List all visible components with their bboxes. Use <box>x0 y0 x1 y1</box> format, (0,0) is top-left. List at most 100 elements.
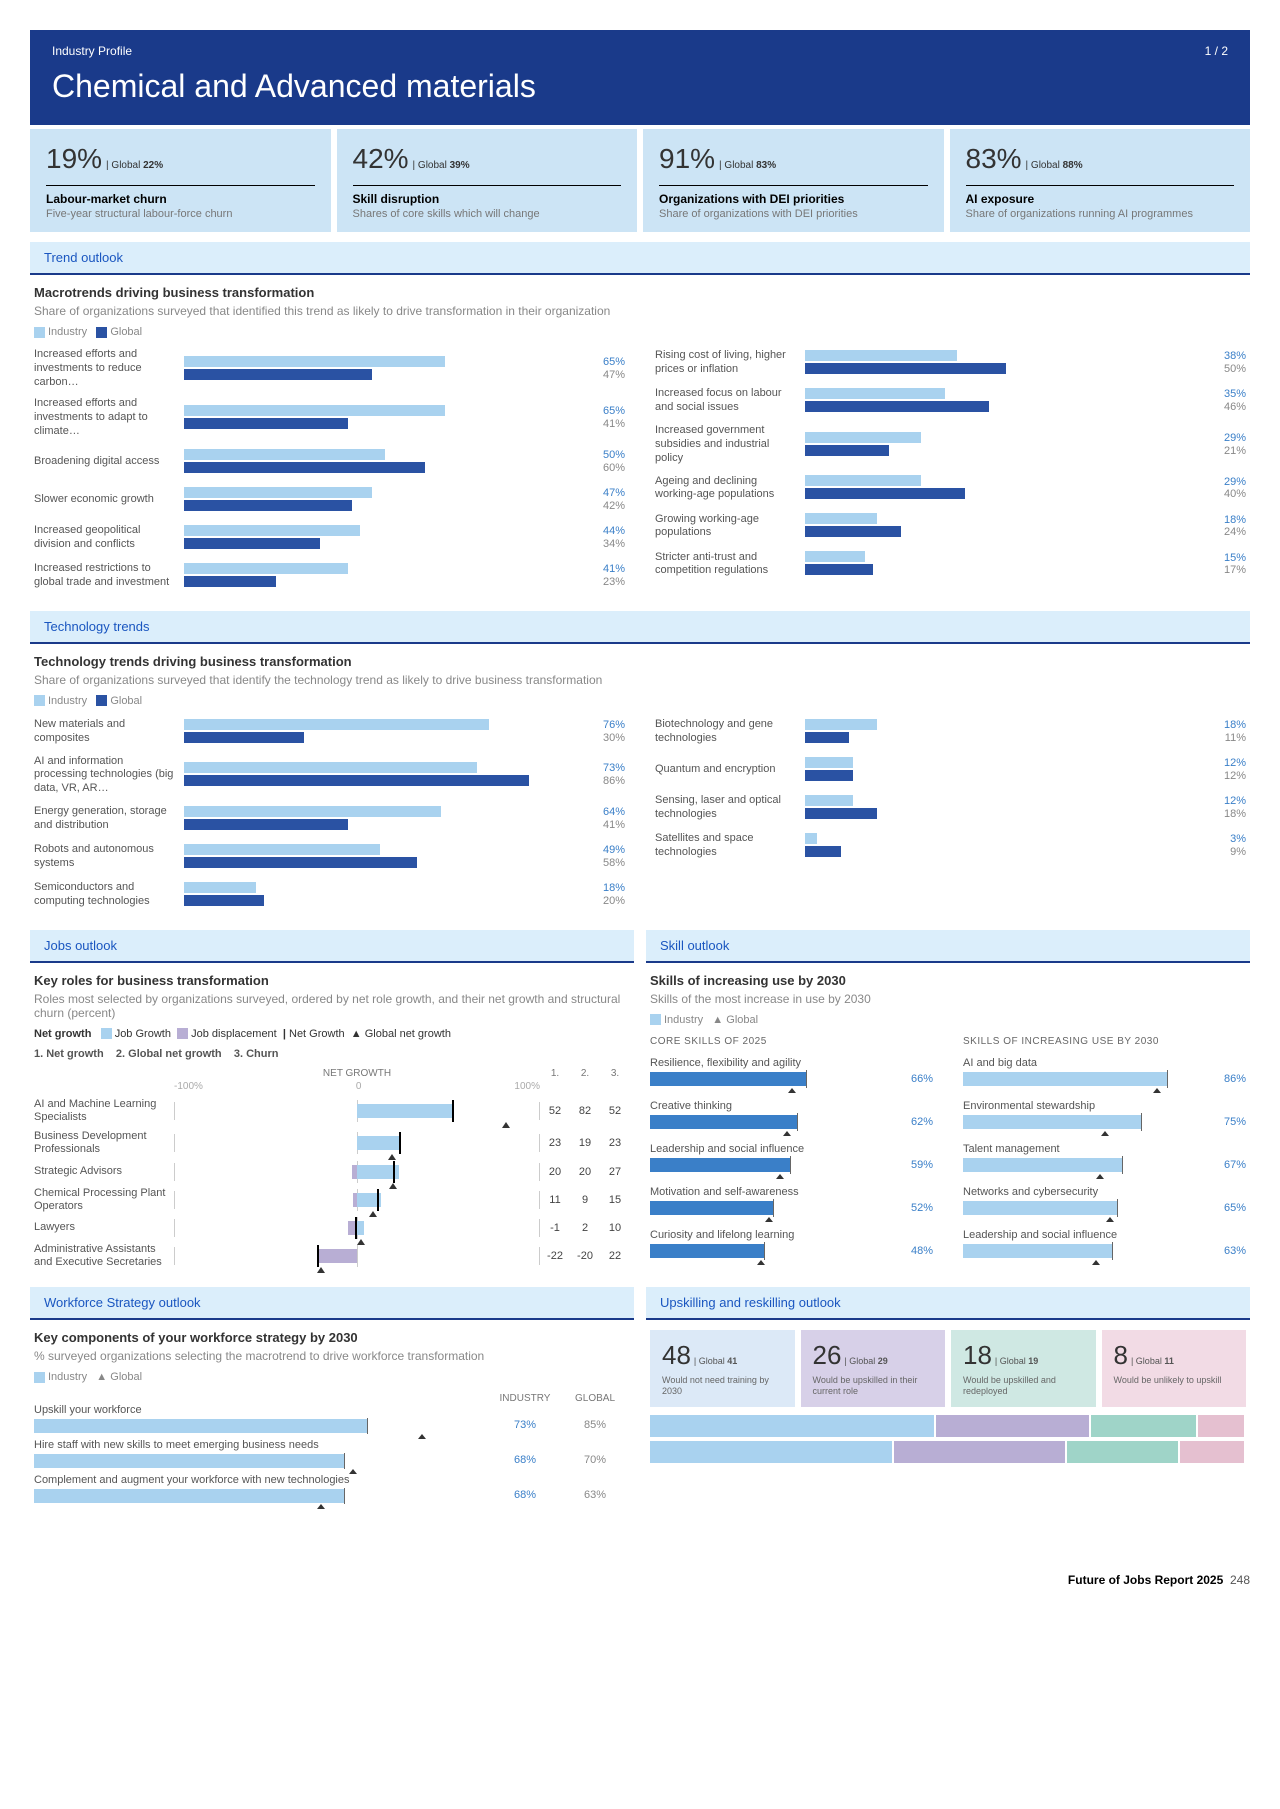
skill-label: Leadership and social influence <box>963 1229 1246 1241</box>
bar-row: Biotechnology and gene technologies18%11… <box>655 717 1246 747</box>
upskill-segment <box>1198 1415 1246 1437</box>
bar-industry <box>805 795 853 806</box>
section-workforce-head: Workforce Strategy outlook <box>30 1287 634 1320</box>
kpi-sub: Share of organizations running AI progra… <box>966 208 1235 220</box>
bar-ind-val: 29% <box>1206 476 1246 489</box>
trend-sub: Share of organizations surveyed that ide… <box>34 304 1246 318</box>
job-churn: 52 <box>600 1105 630 1117</box>
upskill-kpi: 26| Global 29Would be upskilled in their… <box>801 1330 946 1407</box>
bar-ind-val: 49% <box>585 844 625 857</box>
bar-label: Broadening digital access <box>34 455 184 469</box>
bar-global <box>184 500 352 511</box>
skill-global-marker <box>776 1174 784 1179</box>
kpi-card: 91%| Global 83%Organizations with DEI pr… <box>643 129 944 232</box>
bar-industry <box>805 432 921 443</box>
job-label: Business Development Professionals <box>34 1130 174 1156</box>
kpi-card: 19%| Global 22%Labour-market churnFive-y… <box>30 129 331 232</box>
upskill-segment <box>650 1441 894 1463</box>
skill-bar <box>650 1158 790 1172</box>
skill-row: AI and big data86% <box>963 1057 1246 1086</box>
skills-legend: Industry ▲ Global <box>650 1014 1246 1026</box>
bar-global <box>805 445 889 456</box>
bar-row: Sensing, laser and optical technologies1… <box>655 793 1246 823</box>
bar-global <box>805 564 873 575</box>
workforce-bar <box>34 1454 344 1468</box>
bar-ind-val: 65% <box>585 356 625 369</box>
skill-label: Motivation and self-awareness <box>650 1186 933 1198</box>
bar-ind-val: 76% <box>585 719 625 732</box>
bar-ind-val: 44% <box>585 525 625 538</box>
bar-glob-val: 17% <box>1206 564 1246 577</box>
bar-glob-val: 23% <box>585 576 625 589</box>
job-row: Strategic Advisors202027 <box>34 1163 630 1181</box>
job-gnet: 2 <box>570 1222 600 1234</box>
bar-industry <box>184 844 380 855</box>
upskill-title: Would be upskilled in their current role <box>813 1375 934 1397</box>
bar-row: AI and information processing technologi… <box>34 755 625 796</box>
upskill-title: Would be unlikely to upskill <box>1114 1375 1235 1386</box>
tech-legend: Industry Global <box>34 695 1246 707</box>
skill-row: Talent management 67% <box>963 1143 1246 1172</box>
skill-pct: 48% <box>887 1245 933 1257</box>
skill-global-marker <box>1153 1088 1161 1093</box>
footer: Future of Jobs Report 2025 248 <box>0 1573 1280 1607</box>
bar-global <box>184 538 320 549</box>
skill-pct: 52% <box>887 1202 933 1214</box>
bar-row: Broadening digital access 50%60% <box>34 447 625 477</box>
skill-row: Leadership and social influence63% <box>963 1229 1246 1258</box>
bar-industry <box>184 882 256 893</box>
job-churn: 22 <box>600 1250 630 1262</box>
job-gnet: -20 <box>570 1250 600 1262</box>
bar-industry <box>184 356 445 367</box>
bar-label: Increased efforts and investments to ada… <box>34 397 184 438</box>
bar-global <box>184 732 304 743</box>
bar-industry <box>805 833 817 844</box>
job-row: AI and Machine Learning Specialists52825… <box>34 1098 630 1124</box>
bar-glob-val: 11% <box>1206 732 1246 745</box>
bar-label: Growing working-age populations <box>655 513 805 541</box>
skill-pct: 67% <box>1200 1159 1246 1171</box>
skill-pct: 65% <box>1200 1202 1246 1214</box>
bar-glob-val: 24% <box>1206 526 1246 539</box>
jobs-legend: Net growth Job Growth Job displacement |… <box>34 1028 630 1040</box>
skill-global-marker <box>757 1260 765 1265</box>
bar-row: Increased efforts and investments to ada… <box>34 397 625 438</box>
bar-glob-val: 40% <box>1206 488 1246 501</box>
bar-glob-val: 86% <box>585 775 625 788</box>
workforce-bar <box>34 1419 367 1433</box>
skill-pct: 86% <box>1200 1073 1246 1085</box>
skill-bar <box>963 1072 1167 1086</box>
bar-ind-val: 65% <box>585 405 625 418</box>
bar-ind-val: 50% <box>585 449 625 462</box>
bar-glob-val: 60% <box>585 462 625 475</box>
skill-label: Talent management <box>963 1143 1246 1155</box>
bar-row: Energy generation, storage and distribut… <box>34 804 625 834</box>
job-chart <box>174 1219 540 1237</box>
bar-row: Increased efforts and investments to red… <box>34 348 625 389</box>
workforce-glob-val: 63% <box>560 1489 630 1501</box>
kpi-card: 83%| Global 88%AI exposureShare of organ… <box>950 129 1251 232</box>
job-label: AI and Machine Learning Specialists <box>34 1098 174 1124</box>
trend-legend: Industry Global <box>34 326 1246 338</box>
header-subtitle: Industry Profile <box>52 44 132 58</box>
bar-global <box>805 526 901 537</box>
bar-global <box>184 819 348 830</box>
bar-glob-val: 46% <box>1206 401 1246 414</box>
kpi-sub: Five-year structural labour-force churn <box>46 208 315 220</box>
trend-title: Macrotrends driving business transformat… <box>34 285 1246 300</box>
bar-glob-val: 41% <box>585 418 625 431</box>
tech-sub: Share of organizations surveyed that ide… <box>34 673 1246 687</box>
section-jobs-head: Jobs outlook <box>30 930 634 963</box>
bar-glob-val: 58% <box>585 857 625 870</box>
kpi-title: Skill disruption <box>353 192 622 206</box>
skill-pct: 75% <box>1200 1116 1246 1128</box>
upskill-val: 26 <box>813 1340 842 1370</box>
workforce-legend: Industry ▲ Global <box>34 1371 630 1383</box>
bar-label: Semiconductors and computing technologie… <box>34 881 184 909</box>
upskill-global: | Global 11 <box>1131 1356 1174 1366</box>
job-row: Administrative Assistants and Executive … <box>34 1243 630 1269</box>
bar-label: Satellites and space technologies <box>655 832 805 860</box>
skills-sub: Skills of the most increase in use by 20… <box>650 992 1246 1006</box>
skill-label: Creative thinking <box>650 1100 933 1112</box>
job-churn: 27 <box>600 1166 630 1178</box>
